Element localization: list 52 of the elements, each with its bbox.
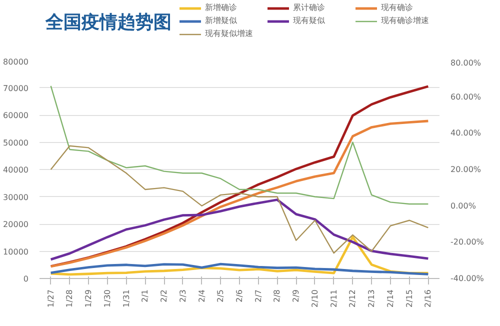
chart-title: 全国疫情趋势图 — [44, 12, 172, 34]
x-tick-label: 1/28 — [65, 289, 74, 308]
legend-label: 现有确诊增速 — [381, 15, 430, 26]
y2-tick-label: 0.00% — [450, 201, 476, 210]
y2-tick-label: -40.00% — [450, 274, 484, 283]
x-tick-label: 1/30 — [102, 289, 112, 308]
x-tick-label: 2/15 — [404, 289, 414, 308]
y-tick-label: 30000 — [3, 192, 29, 202]
x-tick-label: 1/27 — [46, 289, 56, 308]
x-tick-label: 2/1 — [140, 290, 150, 302]
x-tick-label: 2/2 — [160, 290, 169, 302]
line-series — [50, 85, 429, 205]
y-tick-label: 10000 — [3, 247, 29, 256]
x-tick-label: 2/14 — [386, 289, 395, 308]
legend-label: 新增确诊 — [205, 2, 238, 13]
y2-tick-label: 40.00% — [450, 128, 482, 138]
line-series — [50, 236, 430, 276]
x-tick-label: 1/29 — [84, 289, 94, 308]
x-tick-label: 2/5 — [216, 290, 226, 302]
y2-tick-label: 20.00% — [450, 165, 482, 174]
x-tick-label: 2/6 — [235, 290, 244, 302]
x-tick-label: 1/31 — [122, 289, 131, 308]
y-tick-label: 50000 — [3, 138, 29, 148]
y-tick-label: 80000 — [3, 58, 29, 66]
y-tick-label: 60000 — [3, 111, 29, 120]
legend-label: 新增疑似 — [205, 15, 238, 26]
y-tick-label: 20000 — [3, 220, 29, 229]
x-tick-label: 2/10 — [310, 289, 320, 308]
line-series — [50, 262, 430, 276]
y2-tick-label: 80.00% — [450, 58, 482, 68]
y2-tick-label: 60.00% — [450, 92, 482, 102]
x-tick-label: 2/4 — [197, 290, 206, 302]
line-series — [50, 85, 430, 268]
line-series — [50, 145, 429, 254]
x-tick-label: 2/12 — [348, 289, 358, 308]
y2-tick-label: -20.00% — [450, 238, 484, 247]
legend-label: 累计确诊 — [293, 2, 326, 13]
legend-label: 现有确诊 — [381, 2, 414, 13]
y-tick-label: 70000 — [3, 84, 29, 93]
x-tick-label: 2/7 — [254, 290, 263, 302]
x-tick-label: 2/3 — [178, 290, 188, 302]
legend-label: 现有疑似 — [293, 15, 326, 26]
legend-label: 现有疑似增速 — [205, 28, 254, 39]
x-tick-label: 2/9 — [292, 290, 301, 302]
y-tick-label: 0 — [23, 274, 29, 284]
x-tick-label: 2/8 — [272, 290, 282, 302]
x-tick-label: 2/16 — [424, 289, 433, 308]
line-series — [50, 120, 430, 268]
line-series — [50, 198, 430, 261]
x-tick-label: 2/13 — [367, 289, 376, 308]
x-tick-label: 2/11 — [329, 289, 338, 308]
y-tick-label: 40000 — [3, 166, 29, 174]
